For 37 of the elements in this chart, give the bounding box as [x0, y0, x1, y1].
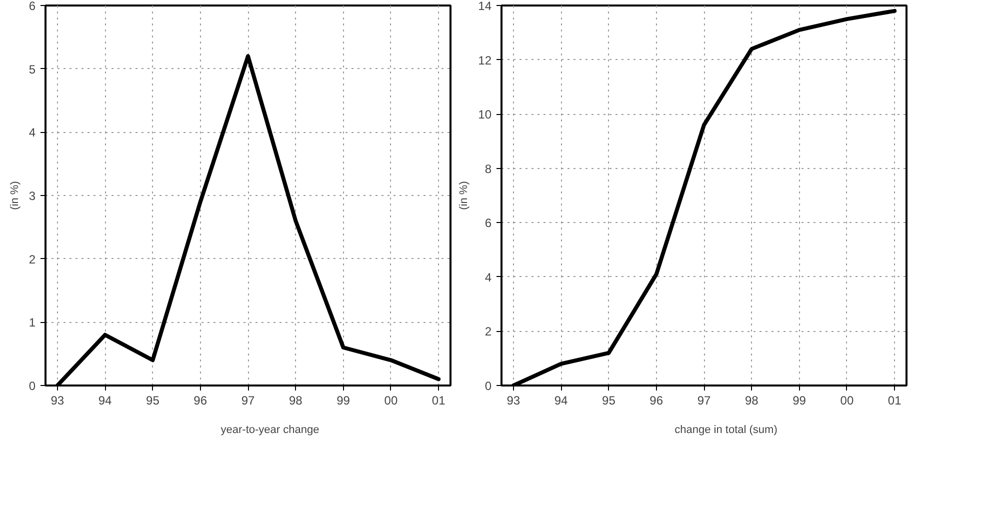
x-tick-label: 00 — [384, 394, 398, 408]
x-tick-label: 93 — [506, 394, 520, 408]
y-tick-label: 0 — [484, 379, 492, 393]
y-axis-title: (in %) — [458, 181, 470, 210]
y-tick-label: 12 — [478, 53, 492, 68]
y-tick-label: 2 — [28, 252, 36, 266]
x-tick-label: 98 — [744, 394, 759, 408]
x-tick-label: 93 — [50, 394, 64, 408]
x-tick-label: 97 — [697, 394, 711, 408]
x-tick-label: 01 — [432, 394, 446, 408]
y-tick-label: 8 — [484, 162, 492, 176]
x-tick-label: 98 — [288, 394, 303, 408]
x-tick-label: 95 — [146, 394, 160, 408]
x-tick-label: 99 — [792, 394, 806, 408]
y-tick-label: 4 — [28, 126, 36, 140]
y-tick-label: 6 — [28, 0, 36, 13]
y-tick-label: 4 — [484, 270, 492, 284]
x-tick-label: 00 — [840, 394, 854, 408]
y-tick-label: 3 — [28, 189, 36, 203]
text: change in total (sum) — [674, 424, 778, 436]
y-tick-label: 10 — [478, 108, 492, 122]
x-tick-label: 01 — [888, 394, 902, 408]
y-tick-label: 2 — [484, 324, 492, 339]
x-tick-label: 99 — [336, 394, 350, 408]
x-tick-label: 97 — [241, 394, 255, 408]
y-tick-label: 6 — [484, 216, 492, 230]
y-tick-label: 14 — [478, 0, 492, 13]
x-tick-label: 95 — [602, 394, 616, 408]
text: year-to-year change — [220, 424, 320, 436]
y-tick-label: 0 — [28, 379, 36, 393]
x-tick-label: 94 — [98, 394, 112, 408]
y-tick-label: 1 — [28, 316, 36, 330]
x-tick-label: 96 — [650, 394, 664, 408]
y-tick-label: 5 — [28, 62, 36, 76]
y-axis-title: (in %) — [8, 181, 21, 210]
x-tick-label: 96 — [194, 394, 208, 408]
x-tick-label: 94 — [554, 394, 568, 408]
